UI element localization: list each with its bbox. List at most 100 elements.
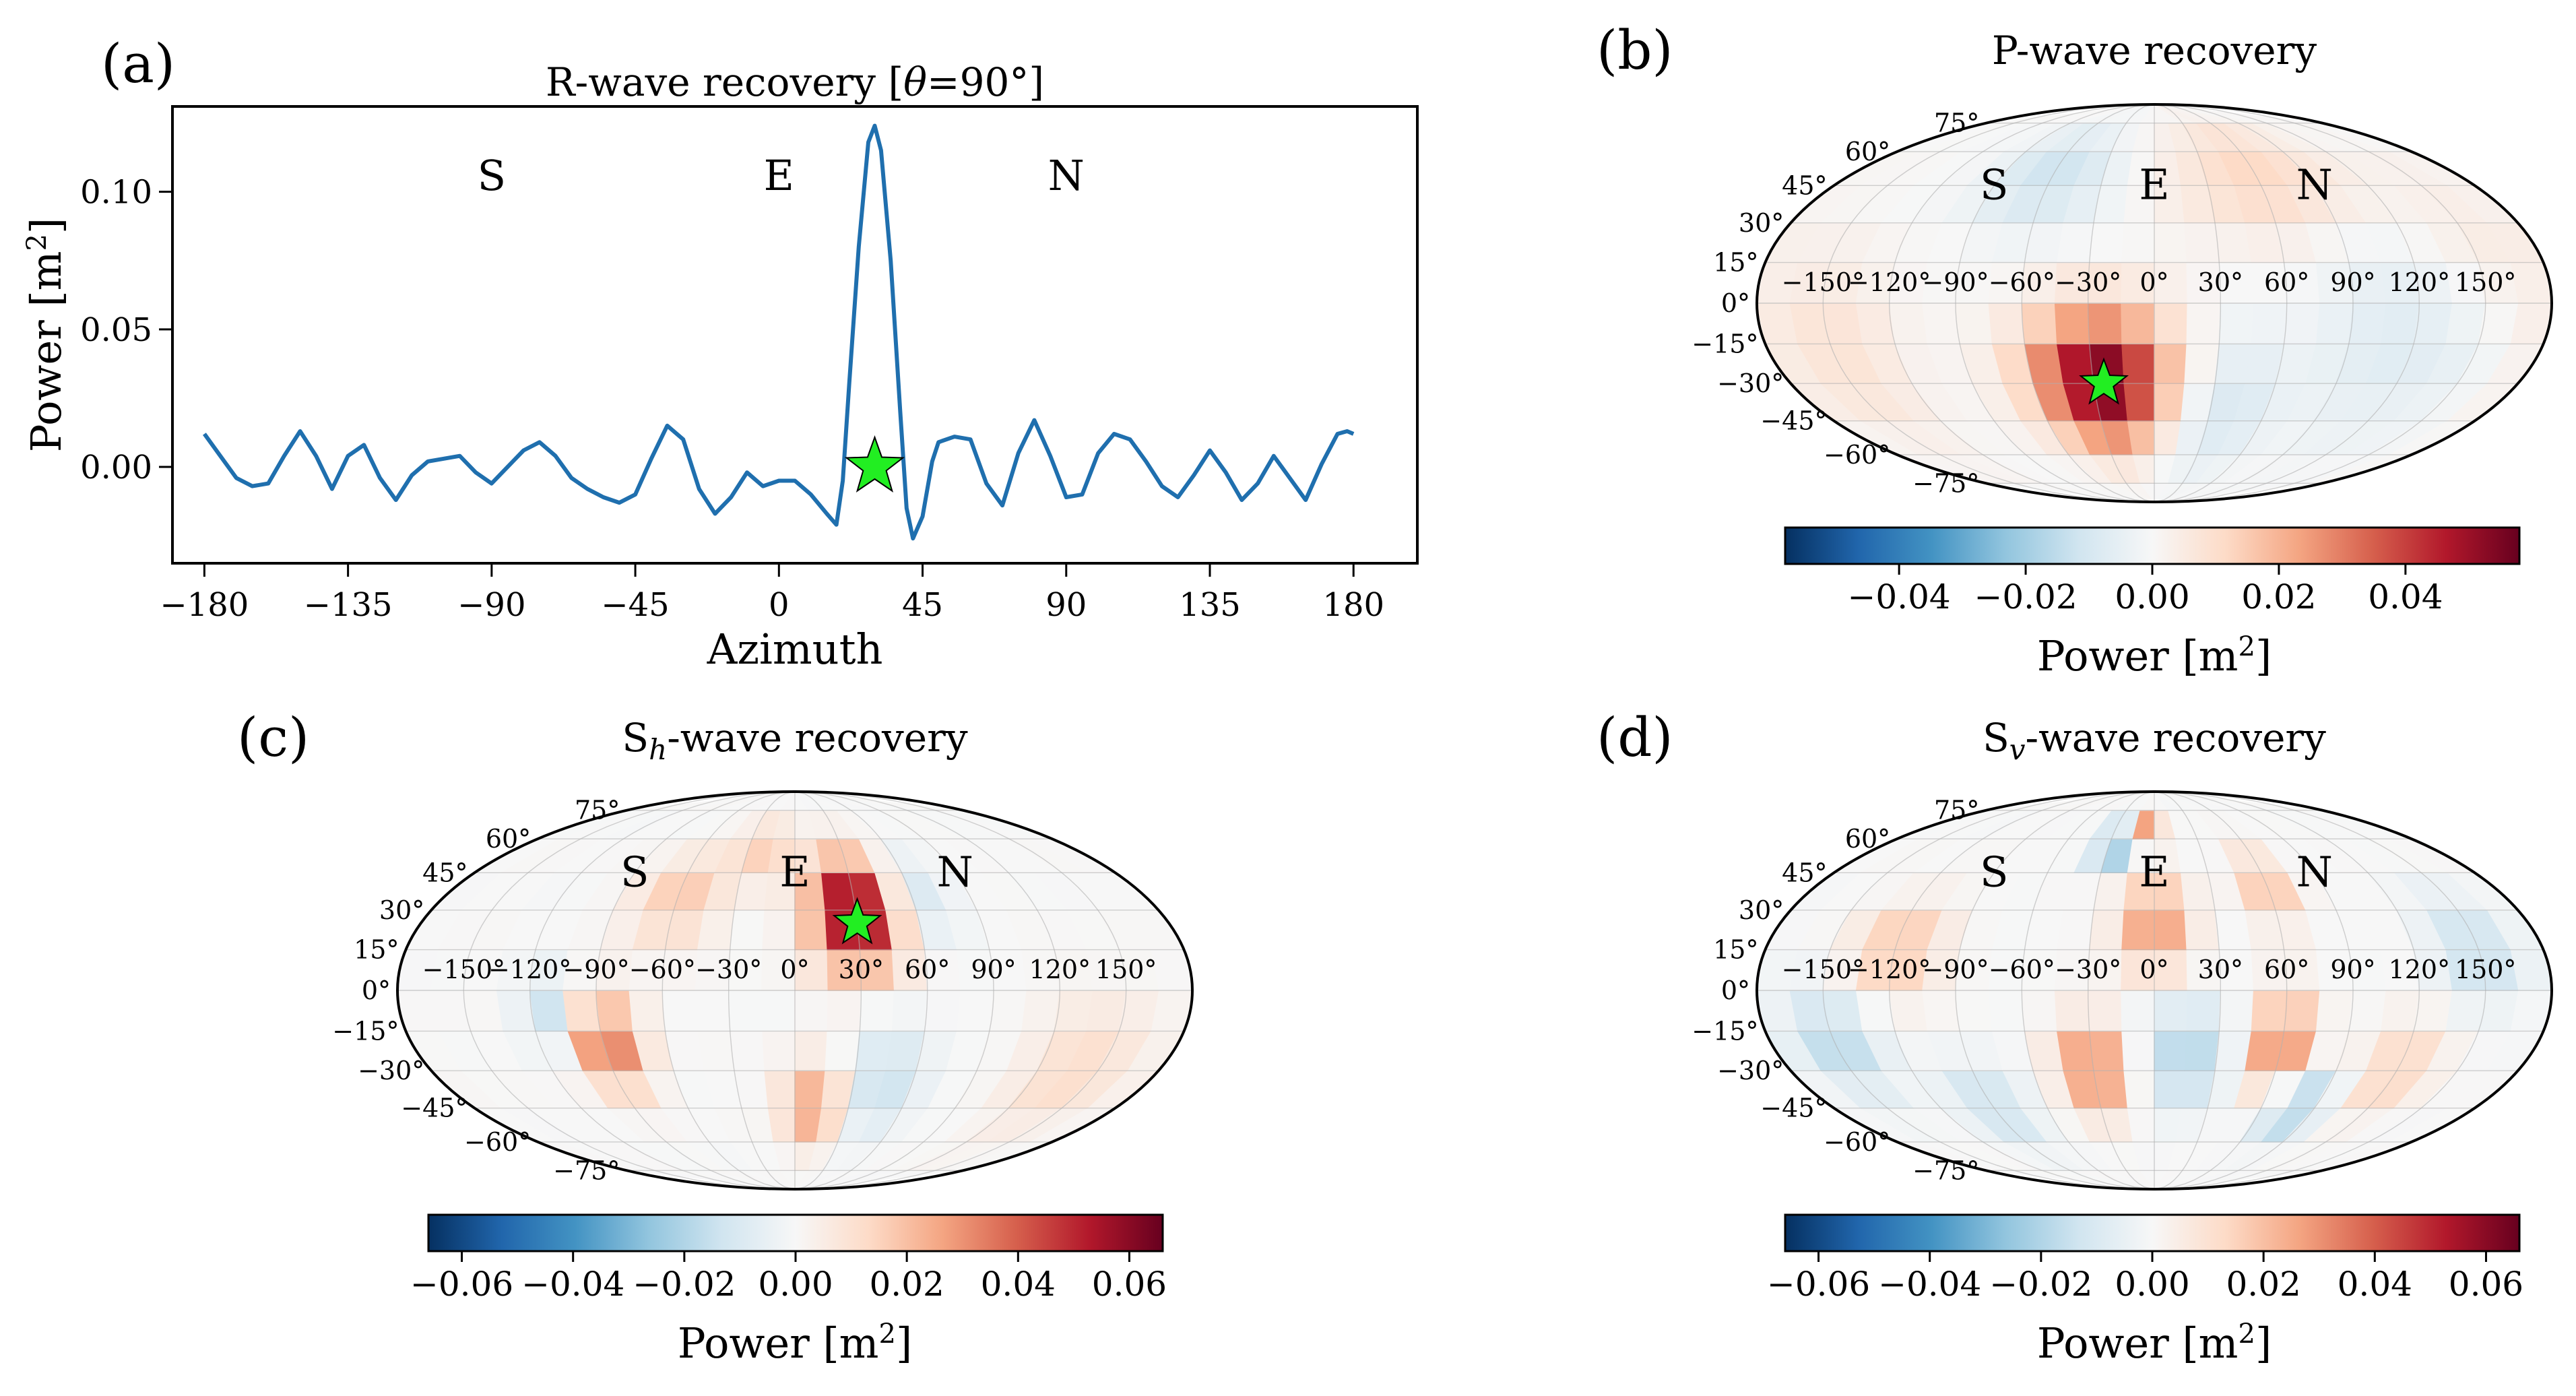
map-2-cell [728, 990, 763, 1032]
map-3-cell [2056, 910, 2094, 951]
map-2-colorbar-tick-label: −0.06 [410, 1265, 513, 1304]
map-3-cell [2184, 910, 2220, 951]
map-1-lon-label: −30° [2055, 267, 2121, 297]
map-3-lat-label: 60° [1845, 824, 1890, 854]
map-2-cell [1021, 990, 1061, 1032]
map-2-colorbar-tick-label: −0.04 [521, 1265, 624, 1304]
map-1-cell [2251, 303, 2288, 344]
map-3-lon-label: 0° [2139, 955, 2168, 984]
map-3-colorbar-tick-label: 0.04 [2338, 1265, 2412, 1304]
map-2-cell [762, 1030, 796, 1071]
map-2-lon-label: −150° [422, 955, 505, 984]
x-tick-label: 0 [769, 586, 790, 624]
map-3-cell [2283, 990, 2321, 1032]
map-2-lon-label: 120° [1029, 955, 1091, 984]
map-3-lon-label: −120° [1848, 955, 1931, 984]
map-3-cell [2121, 990, 2155, 1032]
map-3-cell [2348, 990, 2387, 1032]
map-2-cell [989, 990, 1027, 1032]
map-3-cell [2088, 990, 2123, 1032]
map-2-cell [697, 1030, 735, 1071]
map-2-cell [924, 990, 961, 1032]
map-3-cell [2154, 910, 2187, 951]
map-3-cell [2251, 990, 2288, 1032]
map-1-cell [2089, 222, 2125, 263]
map-1-cell [2021, 303, 2058, 344]
map-2-lat-label: 60° [486, 824, 531, 854]
map-1-lat-label: 30° [1739, 208, 1784, 238]
r-wave-xlabel: Azimuth [707, 625, 883, 674]
map-2-direction-E: E [779, 847, 810, 896]
map-3-lat-label: −60° [1824, 1127, 1890, 1157]
map-3-colorbar-tick-label: 0.02 [2226, 1265, 2300, 1304]
r-wave-title: R-wave recovery [θ=90°] [546, 59, 1044, 105]
map-1-lon-label: −150° [1782, 267, 1865, 297]
map-1-colorbar-tick-label: −0.02 [1974, 577, 2077, 616]
map-2-cell [662, 990, 699, 1032]
map-2-cell [629, 990, 666, 1032]
map-3-cell [2154, 990, 2188, 1032]
map-3-colorbar-tick-label: −0.04 [1878, 1265, 1981, 1304]
map-3-cell [2154, 1070, 2185, 1109]
sh-wave-map: −150°−120°−90° −60° −30° 0° 30° 60° 90° 120° 150… [332, 790, 1194, 1304]
map-2-lon-label: 150° [1095, 955, 1157, 984]
map-2-lat-label: 45° [422, 858, 468, 887]
map-1-lat-label: −30° [1717, 369, 1784, 398]
panel-label-b: (b) [1597, 19, 1673, 82]
y-tick-label: 0.10 [80, 174, 152, 212]
map-3-cell [2056, 1030, 2094, 1071]
map-1-lon-label: −120° [1848, 267, 1931, 297]
map-2-lon-label: −120° [488, 955, 571, 984]
map-2-cell [595, 990, 634, 1032]
map-2-lat-label: −30° [358, 1056, 424, 1085]
map-2-lon-label: −60° [629, 955, 696, 984]
map-2-lat-label: −45° [401, 1093, 468, 1123]
map-3-graticule [1757, 792, 2552, 1189]
map-1-cell [2283, 303, 2321, 344]
map-1-colorbar-tick-label: −0.04 [1848, 577, 1951, 616]
map-1-cell [2154, 383, 2185, 422]
map-2-lat-label: −60° [464, 1127, 531, 1157]
source-star-marker [844, 435, 905, 493]
y-tick-label: 0.00 [80, 449, 152, 486]
map-1-colorbar-tick-label: 0.04 [2368, 577, 2443, 616]
map-1-lon-label: −60° [1989, 267, 2055, 297]
map-1-outline [1756, 103, 2553, 503]
map-3-cells [1757, 792, 2552, 1189]
map-2-outline [396, 790, 1194, 1191]
map-1-cell [2348, 303, 2387, 344]
p-wave-map: −150°−120°−90° −60° −30° 0° 30° 60° 90° 120° 150… [1692, 103, 2553, 616]
map-3-lat-label: 45° [1782, 858, 1827, 887]
sh-wave-colorbar-label: Power [m2] [678, 1319, 912, 1368]
map-3-lat-label: −30° [1717, 1056, 1784, 1085]
x-tick-label: 180 [1322, 586, 1384, 624]
map-2-cell [730, 1030, 765, 1071]
p-wave-title: P-wave recovery [1992, 28, 2317, 73]
map-3-direction-E: E [2139, 847, 2169, 896]
map-2-cell [794, 1070, 826, 1109]
map-2-cell [825, 1030, 860, 1071]
x-tick-label: −45 [601, 586, 669, 624]
map-1-lat-label: −45° [1760, 406, 1827, 436]
map-1-cell [2054, 303, 2090, 344]
x-tick-label: 90 [1045, 586, 1087, 624]
map-1-lat-label: 45° [1782, 170, 1827, 200]
map-3-colorbar-tick-label: 0.06 [2449, 1265, 2523, 1304]
map-3-cell [2381, 990, 2420, 1032]
map-3-lat-label: −15° [1692, 1016, 1758, 1046]
map-1-cell [2186, 303, 2221, 344]
x-tick-label: −180 [160, 586, 249, 624]
map-2-colorbar-tick-label: −0.02 [633, 1265, 736, 1304]
map-2-cell [695, 990, 731, 1032]
x-tick-label: −135 [304, 586, 393, 624]
map-2-colorbar-tick-label: 0.04 [981, 1265, 1056, 1304]
map-1-lat-label: −75° [1912, 468, 1979, 498]
map-1-lat-label: −15° [1692, 329, 1758, 358]
map-3-cell [2315, 990, 2354, 1032]
map-2-cell [762, 910, 796, 951]
map-3-cell [2121, 1030, 2155, 1071]
map-2-source-star-marker [832, 897, 882, 945]
map-3-lat-label: 0° [1721, 976, 1750, 1005]
map-3-cell [2089, 910, 2125, 951]
